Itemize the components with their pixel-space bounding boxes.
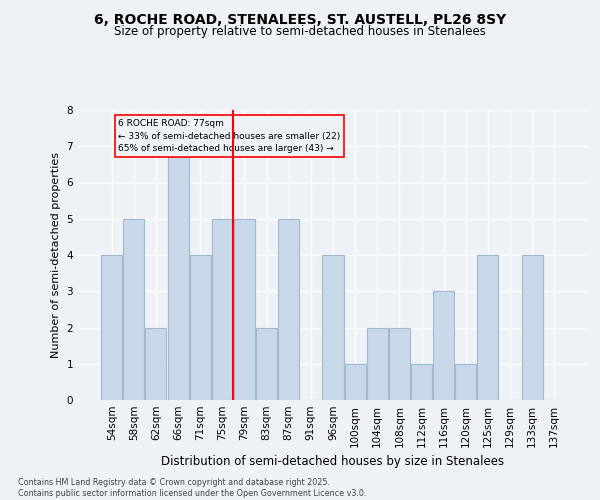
Y-axis label: Number of semi-detached properties: Number of semi-detached properties — [51, 152, 61, 358]
X-axis label: Distribution of semi-detached houses by size in Stenalees: Distribution of semi-detached houses by … — [161, 456, 505, 468]
Text: 6, ROCHE ROAD, STENALEES, ST. AUSTELL, PL26 8SY: 6, ROCHE ROAD, STENALEES, ST. AUSTELL, P… — [94, 12, 506, 26]
Bar — [145, 328, 166, 400]
Bar — [124, 219, 145, 400]
Bar — [455, 364, 476, 400]
Bar — [433, 291, 454, 400]
Bar — [167, 146, 188, 400]
Bar — [344, 364, 365, 400]
Bar — [256, 328, 277, 400]
Bar — [234, 219, 255, 400]
Text: Size of property relative to semi-detached houses in Stenalees: Size of property relative to semi-detach… — [114, 25, 486, 38]
Bar — [322, 255, 344, 400]
Text: Contains HM Land Registry data © Crown copyright and database right 2025.
Contai: Contains HM Land Registry data © Crown c… — [18, 478, 367, 498]
Bar — [101, 255, 122, 400]
Bar — [411, 364, 432, 400]
Text: 6 ROCHE ROAD: 77sqm
← 33% of semi-detached houses are smaller (22)
65% of semi-d: 6 ROCHE ROAD: 77sqm ← 33% of semi-detach… — [118, 119, 341, 153]
Bar — [212, 219, 233, 400]
Bar — [478, 255, 499, 400]
Bar — [278, 219, 299, 400]
Bar — [367, 328, 388, 400]
Bar — [521, 255, 542, 400]
Bar — [389, 328, 410, 400]
Bar — [190, 255, 211, 400]
